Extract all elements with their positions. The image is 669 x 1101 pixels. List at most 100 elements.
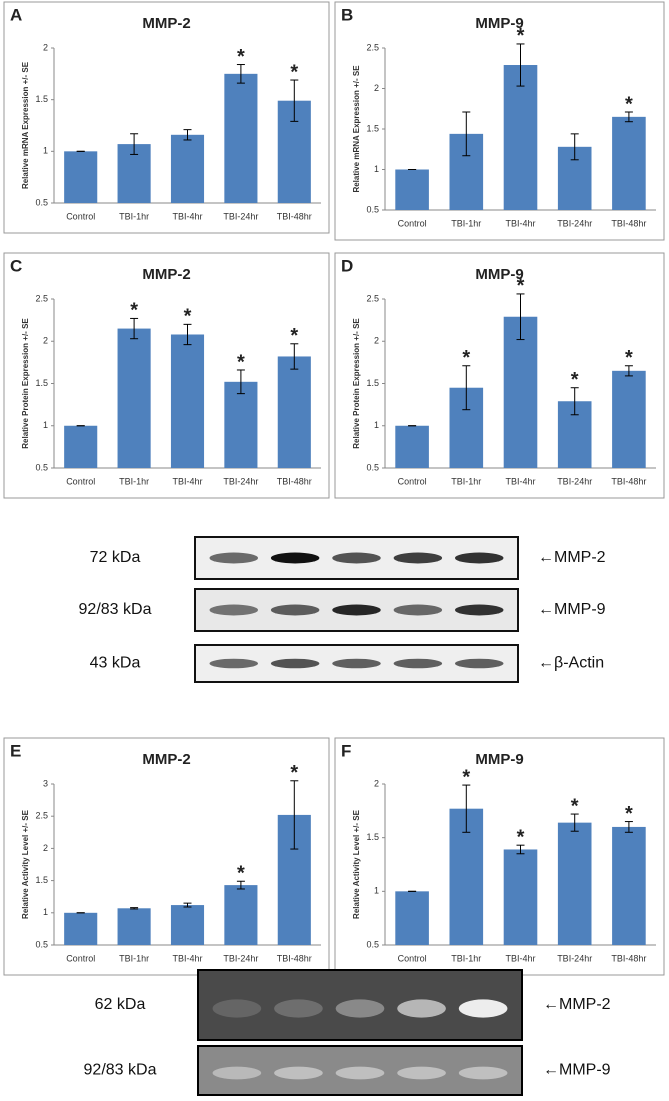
bar <box>395 425 429 468</box>
band-size-label: 62 kDa <box>95 996 146 1013</box>
x-tick-label: Control <box>66 953 95 963</box>
y-tick-label: 1.5 <box>35 875 48 885</box>
y-tick-label: 2.5 <box>35 811 48 821</box>
y-tick-label: 0.5 <box>366 204 379 214</box>
blot-band <box>335 999 385 1018</box>
significance-marker: * <box>517 275 525 297</box>
y-tick-label: 2 <box>374 83 379 93</box>
y-tick-label: 3 <box>43 778 48 788</box>
y-tick-label: 0.5 <box>35 939 48 949</box>
protein-label: ←MMP-2 <box>543 996 611 1013</box>
protein-label: ←MMP-9 <box>538 601 606 618</box>
significance-marker: * <box>625 803 633 825</box>
blot-band <box>209 658 258 669</box>
blot-band <box>455 604 504 616</box>
bar <box>612 826 646 945</box>
bar <box>503 849 538 945</box>
y-axis-label: Relative mRNA Expression +/- SE <box>21 61 30 189</box>
panel-frame <box>3 252 330 499</box>
bar <box>612 370 646 468</box>
blot-band <box>332 604 381 616</box>
blot-band <box>212 999 262 1018</box>
x-tick-label: TBI-24hr <box>223 953 258 963</box>
bar <box>612 116 646 210</box>
bar <box>117 328 151 468</box>
bar <box>224 885 258 945</box>
bar <box>170 905 205 945</box>
x-tick-label: TBI-24hr <box>557 953 592 963</box>
y-tick-label: 2 <box>374 778 379 788</box>
x-tick-label: Control <box>398 953 427 963</box>
y-tick-label: 1 <box>374 886 379 896</box>
y-tick-label: 0.5 <box>366 462 379 472</box>
blot-band <box>270 552 320 564</box>
panel-frame <box>3 1 330 234</box>
x-tick-label: TBI-24hr <box>223 211 258 221</box>
x-tick-label: TBI-4hr <box>505 953 535 963</box>
y-tick-label: 1.5 <box>35 94 48 104</box>
y-tick-label: 0.5 <box>35 197 48 207</box>
significance-marker: * <box>625 93 633 115</box>
blot-band <box>212 1066 262 1080</box>
band-size-label: 72 kDa <box>90 549 141 566</box>
blot-band <box>209 604 258 616</box>
blot-band <box>397 999 446 1018</box>
y-axis-label: Relative Activity Level +/- SE <box>21 809 30 919</box>
bar <box>64 425 98 468</box>
chart-title: MMP-2 <box>142 15 190 32</box>
chart-title: MMP-2 <box>142 266 190 283</box>
band-size-label: 92/83 kDa <box>79 601 152 618</box>
y-tick-label: 0.5 <box>35 462 48 472</box>
blot-band <box>274 999 323 1018</box>
blot-band <box>393 604 443 616</box>
y-tick-label: 1.5 <box>366 123 379 133</box>
x-tick-label: TBI-48hr <box>611 953 646 963</box>
y-tick-label: 1.5 <box>366 378 379 388</box>
y-axis-label: Relative Protein Expression +/- SE <box>21 318 30 449</box>
bar <box>117 908 151 945</box>
x-tick-label: TBI-48hr <box>277 953 312 963</box>
y-tick-label: 2.5 <box>366 293 379 303</box>
significance-marker: * <box>237 351 245 373</box>
blot-band <box>335 1066 385 1080</box>
x-tick-label: Control <box>66 211 95 221</box>
x-tick-label: TBI-24hr <box>557 476 592 486</box>
panel-letter: B <box>341 5 353 24</box>
significance-marker: * <box>290 61 298 83</box>
bar <box>170 334 205 468</box>
blot-band <box>270 604 320 616</box>
significance-marker: * <box>571 795 579 817</box>
y-tick-label: 2 <box>43 42 48 52</box>
blot-band <box>270 658 320 669</box>
blot-band <box>397 1066 446 1080</box>
significance-marker: * <box>517 826 525 848</box>
protein-label: ←β-Actin <box>538 655 604 672</box>
x-tick-label: TBI-4hr <box>172 953 202 963</box>
blot-band <box>458 999 508 1018</box>
bar <box>277 356 311 468</box>
y-tick-label: 1 <box>43 907 48 917</box>
panel-frame <box>334 252 665 499</box>
x-tick-label: TBI-4hr <box>505 218 535 228</box>
blot-band <box>209 552 258 564</box>
blot-band <box>455 552 504 564</box>
x-tick-label: TBI-48hr <box>611 218 646 228</box>
significance-marker: * <box>625 347 633 369</box>
x-tick-label: Control <box>66 476 95 486</box>
panel-frame <box>334 1 665 241</box>
x-tick-label: TBI-4hr <box>172 476 202 486</box>
bar <box>503 316 538 468</box>
y-tick-label: 1 <box>43 146 48 156</box>
y-axis-label: Relative mRNA Expression +/- SE <box>352 65 361 193</box>
y-tick-label: 2 <box>43 843 48 853</box>
bar <box>64 151 98 203</box>
blot-band <box>458 1066 508 1080</box>
x-tick-label: TBI-24hr <box>223 476 258 486</box>
x-tick-label: TBI-1hr <box>119 211 149 221</box>
significance-marker: * <box>237 863 245 885</box>
y-tick-label: 2.5 <box>35 293 48 303</box>
bar <box>503 65 538 210</box>
y-tick-label: 1 <box>374 164 379 174</box>
blot-lane <box>197 1045 523 1096</box>
